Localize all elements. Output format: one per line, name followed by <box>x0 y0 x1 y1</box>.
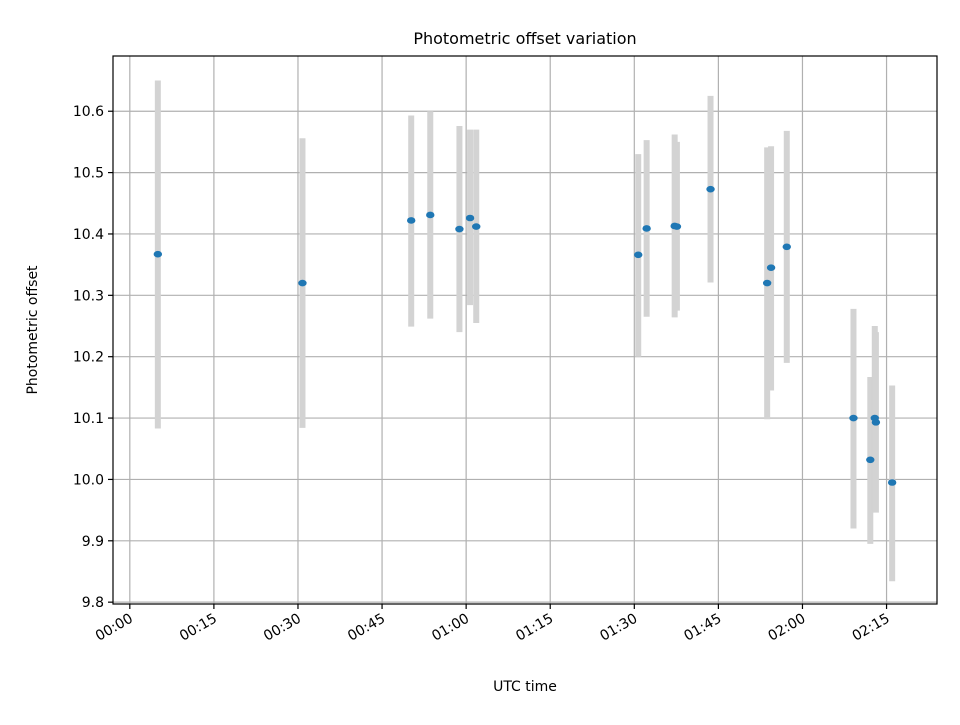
grid-layer <box>113 56 937 604</box>
data-point <box>766 264 776 272</box>
y-tick-label: 10.6 <box>73 104 104 120</box>
data-point <box>455 225 464 233</box>
x-tick-label: 00:45 <box>345 611 388 645</box>
y-tick-label: 10.5 <box>73 166 104 182</box>
data-point <box>298 279 307 287</box>
data-point <box>153 250 163 258</box>
x-tick-label: 00:00 <box>93 611 136 645</box>
data-point <box>634 251 643 259</box>
y-axis-label: Photometric offset <box>25 265 41 395</box>
data-point <box>642 225 651 232</box>
data-point <box>465 214 475 222</box>
y-tick-label: 9.8 <box>82 595 104 611</box>
data-point <box>849 414 858 422</box>
y-tick-label: 10.0 <box>73 472 104 488</box>
data-point <box>782 243 791 251</box>
x-tick-label: 01:45 <box>681 611 724 645</box>
data-point <box>407 217 416 224</box>
x-tick-label: 01:00 <box>429 611 472 645</box>
data-point <box>887 479 897 486</box>
y-tick-label: 9.9 <box>82 534 104 550</box>
x-tick-label: 01:15 <box>513 611 556 645</box>
data-point <box>426 211 435 219</box>
point-layer <box>153 185 897 486</box>
chart-title: Photometric offset variation <box>413 29 636 48</box>
data-point <box>706 185 715 193</box>
data-point <box>762 279 772 287</box>
y-tick-label: 10.2 <box>73 350 104 366</box>
errorbar-layer <box>154 80 896 582</box>
data-point <box>866 456 875 464</box>
y-tick-label: 10.3 <box>73 288 104 304</box>
x-tick-label: 00:15 <box>177 611 220 645</box>
x-tick-label: 02:00 <box>766 611 809 645</box>
y-tick-label: 10.4 <box>73 227 104 243</box>
data-point <box>672 223 682 230</box>
y-tick-label: 10.1 <box>73 411 104 427</box>
x-axis-label: UTC time <box>493 679 557 695</box>
x-tick-label: 00:30 <box>261 611 304 645</box>
plot-frame <box>112 55 938 605</box>
x-tick-label: 02:15 <box>850 611 893 645</box>
data-point <box>871 419 881 426</box>
x-tick-label: 01:30 <box>597 611 640 645</box>
data-point <box>472 223 481 230</box>
